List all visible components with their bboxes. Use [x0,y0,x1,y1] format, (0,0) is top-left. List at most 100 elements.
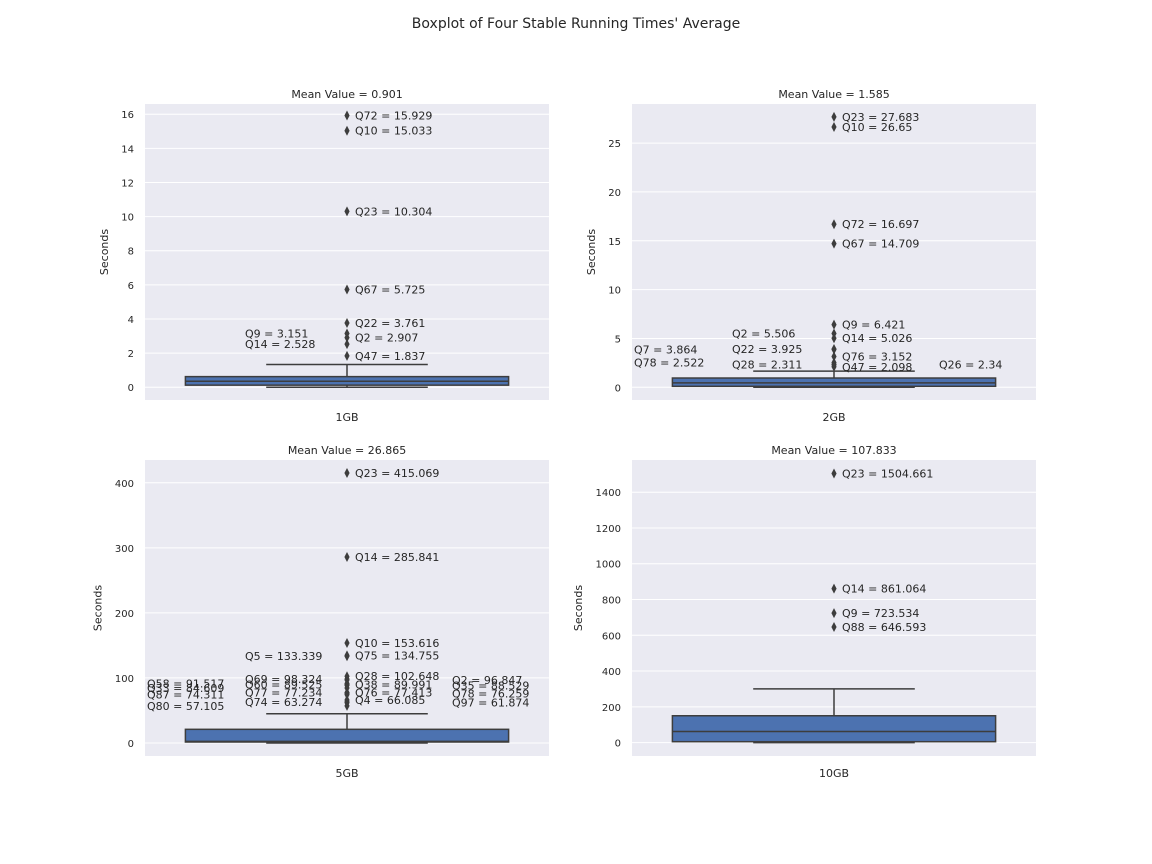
outlier-label: Q28 = 2.311 [732,359,802,372]
outlier-label: Q10 = 26.65 [842,121,912,134]
outlier-label: Q23 = 27.683 [842,111,919,124]
outlier-label: Q28 = 102.648 [355,670,439,683]
outlier-marker [344,350,350,361]
outlier-label: Q9 = 6.421 [842,319,905,332]
figure-title: Boxplot of Four Stable Running Times' Av… [412,16,740,32]
outlier-marker [831,583,837,594]
y-tick-label: 1200 [596,524,621,535]
y-tick-label: 1000 [596,560,621,571]
outlier-label: Q23 = 415.069 [355,467,439,480]
outlier-label: Q78 = 2.522 [634,357,704,370]
panel-title: Mean Value = 26.865 [288,444,406,457]
outlier-label: Q14 = 861.064 [842,583,926,596]
outlier-marker [831,238,837,249]
outlier-marker [831,608,837,619]
outlier-marker [344,700,350,711]
y-tick-label: 100 [115,674,134,685]
outlier-marker [344,110,350,121]
outlier-label: Q2 = 96.847 [452,674,522,687]
outlier-marker [344,651,350,662]
y-tick-label: 200 [602,703,621,714]
y-tick-label: 14 [121,144,134,155]
y-tick-label: 0 [615,383,621,394]
outlier-label: Q33 = 84.609 [147,682,224,695]
outlier-label: Q75 = 134.755 [355,649,439,662]
outlier-label: Q23 = 10.304 [355,205,432,218]
panel-title: Mean Value = 0.901 [291,88,402,101]
outlier-label: Q76 = 3.152 [842,351,912,364]
outlier-label: Q4 = 66.085 [355,694,425,707]
outlier-label: Q72 = 16.697 [842,218,919,231]
x-tick-label: 2GB [822,411,845,424]
outlier-marker [344,638,350,649]
panel-5gb: 0 100 200 300 400 Mean Value = 26.865 5GB Secon… [92,444,549,780]
outlier-label: Q14 = 5.026 [842,332,912,345]
outlier-label: Q97 = 61.874 [452,697,529,710]
outlier-marker [831,121,837,132]
panel-title: Mean Value = 107.833 [771,444,896,457]
outlier-label: Q2 = 2.907 [355,332,418,345]
outlier-label: Q2 = 5.506 [732,328,795,341]
panel-1gb: 0 2 4 6 8 10 12 14 16 Mean Value = 0.901 1GB Second… [98,88,549,424]
panel-title: Mean Value = 1.585 [778,88,889,101]
y-tick-label: 10 [121,213,134,224]
outlier-label: Q74 = 63.274 [245,696,322,709]
outlier-marker [344,332,350,343]
outlier-marker [344,467,350,478]
outlier-marker [831,319,837,330]
outlier-label: Q10 = 153.616 [355,637,439,650]
x-tick-label: 1GB [335,411,358,424]
outlier-marker [344,206,350,217]
y-tick-label: 4 [128,315,134,326]
y-tick-label: 600 [602,631,621,642]
outlier-marker [831,111,837,122]
y-tick-label: 16 [121,110,134,121]
y-tick-label: 0 [128,383,134,394]
y-tick-label: 800 [602,596,621,607]
panel-2gb: 0 5 10 15 20 25 Mean Value = 1.585 2GB Seconds Q2… [585,88,1036,424]
x-tick-label: 5GB [335,767,358,780]
outlier-label: Q67 = 14.709 [842,238,919,251]
outlier-marker [344,339,350,350]
outlier-label: Q23 = 1504.661 [842,467,933,480]
outlier-label: Q88 = 646.593 [842,621,926,634]
outlier-marker [344,125,350,136]
outlier-marker [831,468,837,479]
outlier-label: Q35 = 88.529 [452,679,529,692]
box [184,728,510,743]
outlier-marker [831,351,837,362]
y-tick-label: 12 [121,178,134,189]
y-axis-label: Seconds [585,229,598,275]
outlier-label: Q14 = 2.528 [245,338,315,351]
outlier-label: Q78 = 76.259 [452,687,529,700]
y-tick-label: 200 [115,609,134,620]
y-tick-label: 20 [608,188,621,199]
outlier-label: Q47 = 1.837 [355,350,425,363]
outlier-label: Q7 = 3.864 [634,344,697,357]
outlier-label: Q14 = 285.841 [355,551,439,564]
y-tick-label: 15 [608,237,621,248]
x-tick-label: 10GB [819,767,849,780]
outlier-label: Q26 = 2.34 [939,358,1002,371]
outlier-marker [831,344,837,355]
outlier-label: Q69 = 98.324 [245,673,322,686]
outlier-label: Q87 = 74.311 [147,689,224,702]
outlier-marker [344,552,350,563]
y-axis-label: Seconds [98,229,111,275]
outlier-label: Q22 = 3.925 [732,343,802,356]
plot-area [145,104,549,400]
outlier-marker [831,621,837,632]
y-tick-label: 1400 [596,488,621,499]
outlier-label: Q77 = 77.234 [245,687,322,700]
y-tick-label: 6 [128,281,134,292]
outlier-label: Q47 = 2.098 [842,361,912,374]
outlier-label: Q80 = 57.105 [147,700,224,713]
outlier-label: Q5 = 133.339 [245,650,322,663]
box [671,715,997,743]
y-axis-label: Seconds [92,585,105,631]
outlier-label: Q72 = 15.929 [355,109,432,122]
y-tick-label: 0 [128,739,134,750]
outlier-label: Q9 = 3.151 [245,327,308,340]
outlier-label: Q38 = 89.991 [355,678,432,691]
